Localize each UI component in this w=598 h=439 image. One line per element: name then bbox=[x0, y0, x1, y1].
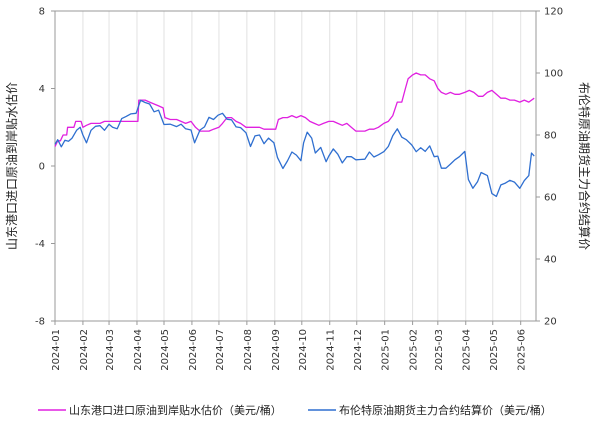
x-tick-label: 2025-04 bbox=[462, 329, 473, 371]
right-tick-label: 100 bbox=[544, 69, 563, 80]
series-line-brent bbox=[54, 99, 535, 198]
right-tick-label: 80 bbox=[544, 131, 557, 142]
legend-label-shandong-premium: 山东港口进口原油到岸贴水估价（美元/桶） bbox=[69, 403, 282, 417]
x-tick-label: 2024-01 bbox=[51, 329, 62, 371]
x-tick-label: 2024-04 bbox=[133, 329, 144, 371]
x-tick-label: 2024-09 bbox=[271, 329, 282, 371]
left-tick-label: -8 bbox=[35, 317, 45, 328]
right-tick-label: 20 bbox=[544, 317, 557, 328]
x-tick-label: 2024-06 bbox=[188, 329, 199, 371]
plot-area-frame bbox=[54, 10, 537, 322]
x-tick-label: 2024-11 bbox=[326, 329, 337, 371]
left-axis-ticks: -8 -4 0 4 8 bbox=[35, 7, 55, 328]
x-tick-label: 2024-08 bbox=[243, 329, 254, 371]
x-tick-label: 2024-05 bbox=[160, 329, 171, 371]
left-tick-label: -4 bbox=[35, 239, 45, 250]
left-tick-label: 0 bbox=[39, 162, 45, 173]
x-axis-ticks: 2024-01 2024-02 2024-03 2024-04 2024-05 2024-… bbox=[51, 321, 528, 371]
x-tick-label: 2024-02 bbox=[79, 329, 90, 371]
right-axis-ticks: 20 40 60 80 100 120 bbox=[536, 7, 563, 328]
right-axis-label: 布伦特原油期货主力合约结算价 bbox=[577, 82, 592, 250]
left-tick-label: 4 bbox=[39, 84, 45, 95]
left-tick-label: 8 bbox=[39, 7, 45, 18]
legend: 山东港口进口原油到岸贴水估价（美元/桶） 布伦特原油期货主力合约结算价（美元/桶… bbox=[38, 403, 552, 417]
x-tick-label: 2024-12 bbox=[353, 329, 364, 371]
series-line-shandong-premium bbox=[54, 72, 535, 147]
x-tick-label: 2025-01 bbox=[381, 329, 392, 371]
x-tick-label: 2024-07 bbox=[215, 329, 226, 371]
x-tick-label: 2024-10 bbox=[298, 329, 309, 371]
x-tick-label: 2025-03 bbox=[434, 329, 445, 371]
vertical-gridlines bbox=[54, 11, 522, 321]
x-tick-label: 2025-05 bbox=[489, 329, 500, 371]
x-tick-label: 2025-06 bbox=[517, 329, 528, 371]
x-tick-label: 2024-03 bbox=[105, 329, 116, 371]
x-tick-label: 2025-02 bbox=[409, 329, 420, 371]
series-layer bbox=[54, 72, 535, 198]
left-axis-label: 山东港口进口原油到岸贴水估价 bbox=[5, 82, 19, 250]
legend-label-brent: 布伦特原油期货主力合约结算价（美元/桶） bbox=[339, 403, 552, 417]
right-tick-label: 120 bbox=[544, 7, 563, 18]
right-tick-label: 60 bbox=[544, 193, 557, 204]
right-tick-label: 40 bbox=[544, 255, 557, 266]
